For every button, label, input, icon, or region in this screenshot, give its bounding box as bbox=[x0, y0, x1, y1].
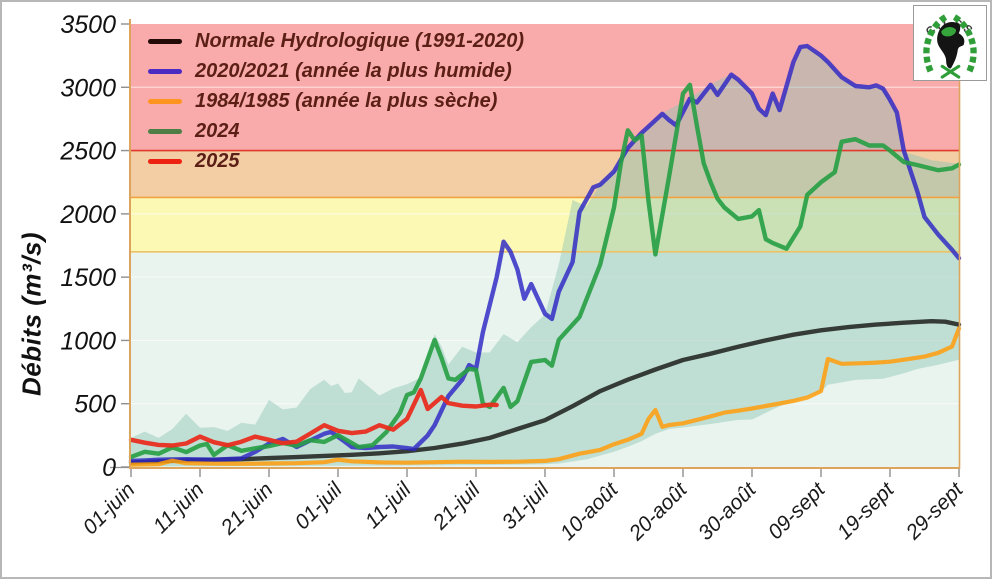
x-tick-label-1: 11-juin bbox=[149, 478, 209, 538]
x-tick-label-4: 11-juil bbox=[361, 477, 417, 533]
legend-swatch-2025 bbox=[148, 158, 182, 164]
x-tick-label-7: 10-août bbox=[556, 477, 623, 544]
legend-label-2025: 2025 bbox=[195, 149, 240, 172]
x-tick-label-0: 01-juin bbox=[79, 478, 140, 539]
africa-sahel-highlight-icon bbox=[941, 26, 957, 37]
x-tick-label-10: 09-sept bbox=[764, 477, 831, 544]
y-tick-label-500: 500 bbox=[74, 391, 116, 419]
series-y2024-line bbox=[128, 82, 962, 460]
legend-label-2024: 2024 bbox=[195, 119, 240, 142]
legend-swatch-1984-1985 bbox=[148, 98, 182, 104]
series-dry-1984-1985-line bbox=[128, 326, 962, 467]
x-tick-label-12: 29-sept bbox=[901, 477, 968, 544]
y-tick-label-3000: 3000 bbox=[60, 74, 116, 102]
y-tick-label-2000: 2000 bbox=[59, 201, 116, 229]
x-tick-label-3: 01-juil bbox=[291, 477, 348, 534]
cilss-logo: CILSS bbox=[913, 5, 987, 81]
y-tick-label-1500: 1500 bbox=[60, 264, 116, 292]
legend-label-1984-1985: 1984/1985 (année la plus sèche) bbox=[195, 89, 498, 112]
legend-row-2020-2021: 2020/2021 (année la plus humide) bbox=[148, 56, 524, 86]
y-tick-label-0: 0 bbox=[102, 454, 116, 482]
y-axis-title: Débits (m³/s) bbox=[16, 232, 47, 396]
legend-row-1984-1985: 1984/1985 (année la plus sèche) bbox=[148, 86, 524, 116]
legend-row-2024: 2024 bbox=[148, 116, 524, 146]
band-orange bbox=[131, 150, 959, 198]
legend-swatch-2020-2021 bbox=[148, 68, 182, 74]
x-tick-label-11: 19-sept bbox=[833, 477, 900, 544]
laurel-stems-icon bbox=[940, 64, 961, 79]
series-y2025-line bbox=[128, 387, 499, 448]
x-tick-label-5: 21-juil bbox=[428, 477, 486, 535]
band-yellow bbox=[131, 197, 959, 252]
legend-row-2025: 2025 bbox=[148, 146, 524, 176]
series-normale-line bbox=[128, 319, 962, 465]
legend: Normale Hydrologique (1991-2020) 2020/20… bbox=[148, 26, 524, 176]
x-tick-label-9: 30-août bbox=[694, 477, 761, 544]
y-tick-label-1000: 1000 bbox=[60, 327, 116, 355]
y-tick-label-2500: 2500 bbox=[59, 138, 116, 166]
legend-label-normale: Normale Hydrologique (1991-2020) bbox=[195, 29, 524, 52]
laurel-left-icon bbox=[923, 13, 948, 73]
legend-label-2020-2021: 2020/2021 (année la plus humide) bbox=[195, 59, 512, 82]
x-tick-label-2: 21-juin bbox=[216, 478, 278, 540]
y-tick-label-3500: 3500 bbox=[60, 11, 116, 39]
x-tick-label-8: 20-août bbox=[624, 477, 692, 545]
legend-row-normale: Normale Hydrologique (1991-2020) bbox=[148, 26, 524, 56]
laurel-right-icon bbox=[952, 13, 977, 73]
legend-swatch-2024 bbox=[148, 128, 182, 134]
legend-swatch-normale bbox=[148, 38, 182, 44]
x-tick-label-6: 31-juil bbox=[498, 477, 555, 534]
